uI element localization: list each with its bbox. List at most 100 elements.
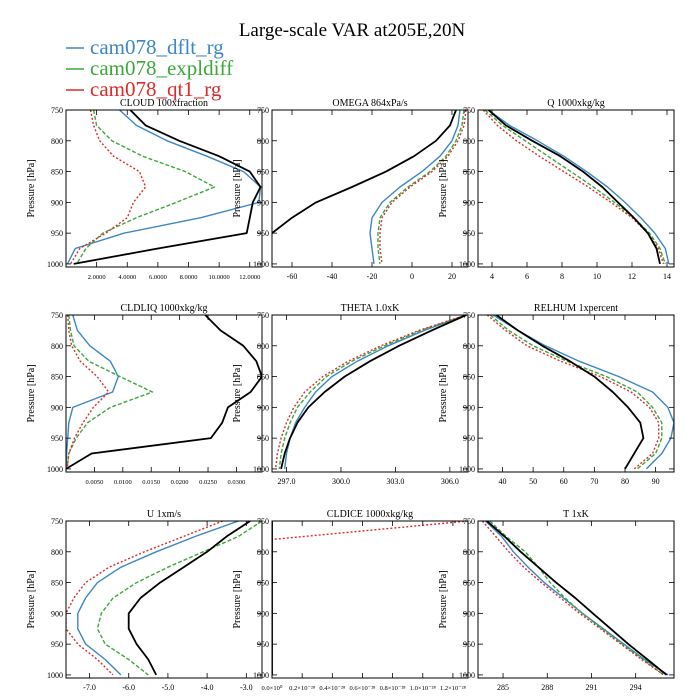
y-tick-label: 750 [51, 106, 63, 115]
y-tick-label: 850 [463, 373, 475, 382]
plot-frame [271, 520, 469, 679]
y-tick-label: 1000 [253, 465, 269, 474]
legend-label: cam078_qt1_rg [90, 77, 222, 101]
panel-title: CLDICE 1000xkg/kg [327, 509, 413, 520]
y-tick-label: 800 [463, 342, 475, 351]
x-tick-label: -40 [327, 272, 338, 281]
series-line [377, 110, 465, 264]
y-axis-label: Pressure [hPa] [232, 570, 243, 628]
series-line [489, 315, 663, 470]
y-axis-label: Pressure [hPa] [232, 159, 243, 217]
panel-title: T 1xK [563, 509, 589, 520]
series-line [488, 110, 670, 265]
y-axis-label: Pressure [hPa] [438, 159, 449, 217]
x-tick-label: 6 [525, 272, 529, 281]
x-tick-label: 0.0050 [85, 479, 103, 486]
x-tick-label: 300.0 [332, 477, 350, 486]
x-tick-label: 285 [497, 683, 509, 692]
x-tick-label: 8 [560, 272, 564, 281]
y-tick-label: 1000 [47, 671, 63, 680]
y-tick-label: 750 [257, 311, 269, 320]
x-tick-label: 0.8×10⁻²⁸ [380, 685, 407, 692]
series-line [274, 315, 467, 469]
series-line [66, 315, 120, 469]
x-tick-label: 0.0200 [171, 479, 189, 486]
chart-panel: U 1xm/s Pressure [hPa] 750 800 850 900 950 1000… [26, 509, 263, 692]
x-tick-label: 4.0000 [118, 274, 136, 281]
chart-panel: T 1xK Pressure [hPa] 750 800 850 900 950 1000 28… [438, 509, 675, 692]
chart-panel: RELHUM 1xpercent Pressure [hPa] 750 800 850 9… [438, 303, 675, 486]
series-line [482, 110, 665, 265]
x-tick-label: 10.0000 [209, 274, 230, 281]
chart-panel: OMEGA 864xPa/s Pressure [hPa] 750 800 850 900… [232, 98, 469, 281]
x-tick-label: 50 [529, 477, 537, 486]
x-tick-label: 80 [621, 477, 629, 486]
series-line [492, 315, 674, 470]
panel-title: THETA 1.0xK [341, 303, 400, 314]
x-tick-label: -4.0 [201, 683, 214, 692]
series-group [66, 521, 262, 676]
series-group [481, 521, 669, 676]
x-tick-label: 0.0100 [114, 479, 132, 486]
y-tick-label: 900 [51, 198, 63, 207]
y-tick-label: 750 [257, 106, 269, 115]
series-line [66, 315, 154, 469]
y-tick-label: 800 [257, 548, 269, 557]
series-group [66, 110, 262, 265]
series-line [489, 521, 665, 676]
y-tick-label: 850 [257, 579, 269, 588]
chart-panel: CLDLIQ 1000xkg/kg Pressure [hPa] 750 800 850… [26, 303, 263, 486]
x-tick-label: 10 [593, 272, 601, 281]
y-tick-label: 800 [51, 137, 63, 146]
x-tick-label: 291 [585, 683, 597, 692]
series-line [486, 521, 668, 676]
x-tick-label: 0.6×10⁻²⁸ [349, 685, 376, 692]
series-line [77, 521, 239, 676]
plot-frame [477, 520, 675, 679]
x-tick-label: 12.0000 [239, 274, 260, 281]
x-tick-label: 4 [490, 272, 494, 281]
y-tick-label: 800 [463, 137, 475, 146]
series-line [484, 521, 669, 676]
series-line [481, 521, 665, 676]
y-axis-label: Pressure [hPa] [26, 570, 37, 628]
x-tick-label: 294 [630, 683, 642, 692]
series-line [369, 110, 461, 264]
y-tick-label: 750 [463, 311, 475, 320]
x-tick-label: 6.0000 [149, 274, 167, 281]
x-tick-label: 70 [590, 477, 598, 486]
y-axis-label: Pressure [hPa] [232, 364, 243, 422]
y-tick-label: 950 [257, 229, 269, 238]
y-tick-label: 900 [51, 403, 63, 412]
panel-title: RELHUM 1xpercent [534, 303, 618, 314]
y-tick-label: 750 [257, 517, 269, 526]
series-group [482, 110, 670, 265]
y-tick-label: 850 [51, 579, 63, 588]
plot-frame [477, 109, 675, 268]
x-tick-label: 1.0×10⁻²⁸ [410, 685, 437, 692]
x-tick-label: 0 [410, 272, 414, 281]
chart-panel: CLDICE 1000xkg/kg Pressure [hPa] 750 800 850… [232, 509, 469, 692]
y-tick-label: 800 [463, 548, 475, 557]
x-tick-label: 0.0250 [199, 479, 217, 486]
x-tick-label: 90 [652, 477, 660, 486]
y-tick-label: 800 [51, 342, 63, 351]
y-tick-label: 850 [257, 373, 269, 382]
series-line [487, 110, 661, 265]
series-line [66, 315, 262, 470]
series-line [379, 110, 467, 264]
x-tick-label: -3.0 [240, 683, 253, 692]
x-tick-label: 0.0×10⁰ [262, 684, 283, 692]
series-line [96, 521, 262, 676]
y-tick-label: 950 [257, 434, 269, 443]
y-tick-label: 900 [257, 609, 269, 618]
y-tick-label: 750 [463, 106, 475, 115]
y-tick-label: 1000 [459, 260, 475, 269]
y-tick-label: 1000 [253, 671, 269, 680]
x-tick-label: 288 [541, 683, 553, 692]
series-line [495, 315, 645, 470]
y-tick-label: 900 [257, 403, 269, 412]
series-line [73, 110, 262, 265]
y-axis-label: Pressure [hPa] [26, 159, 37, 217]
x-tick-label: 0.0300 [227, 479, 245, 486]
